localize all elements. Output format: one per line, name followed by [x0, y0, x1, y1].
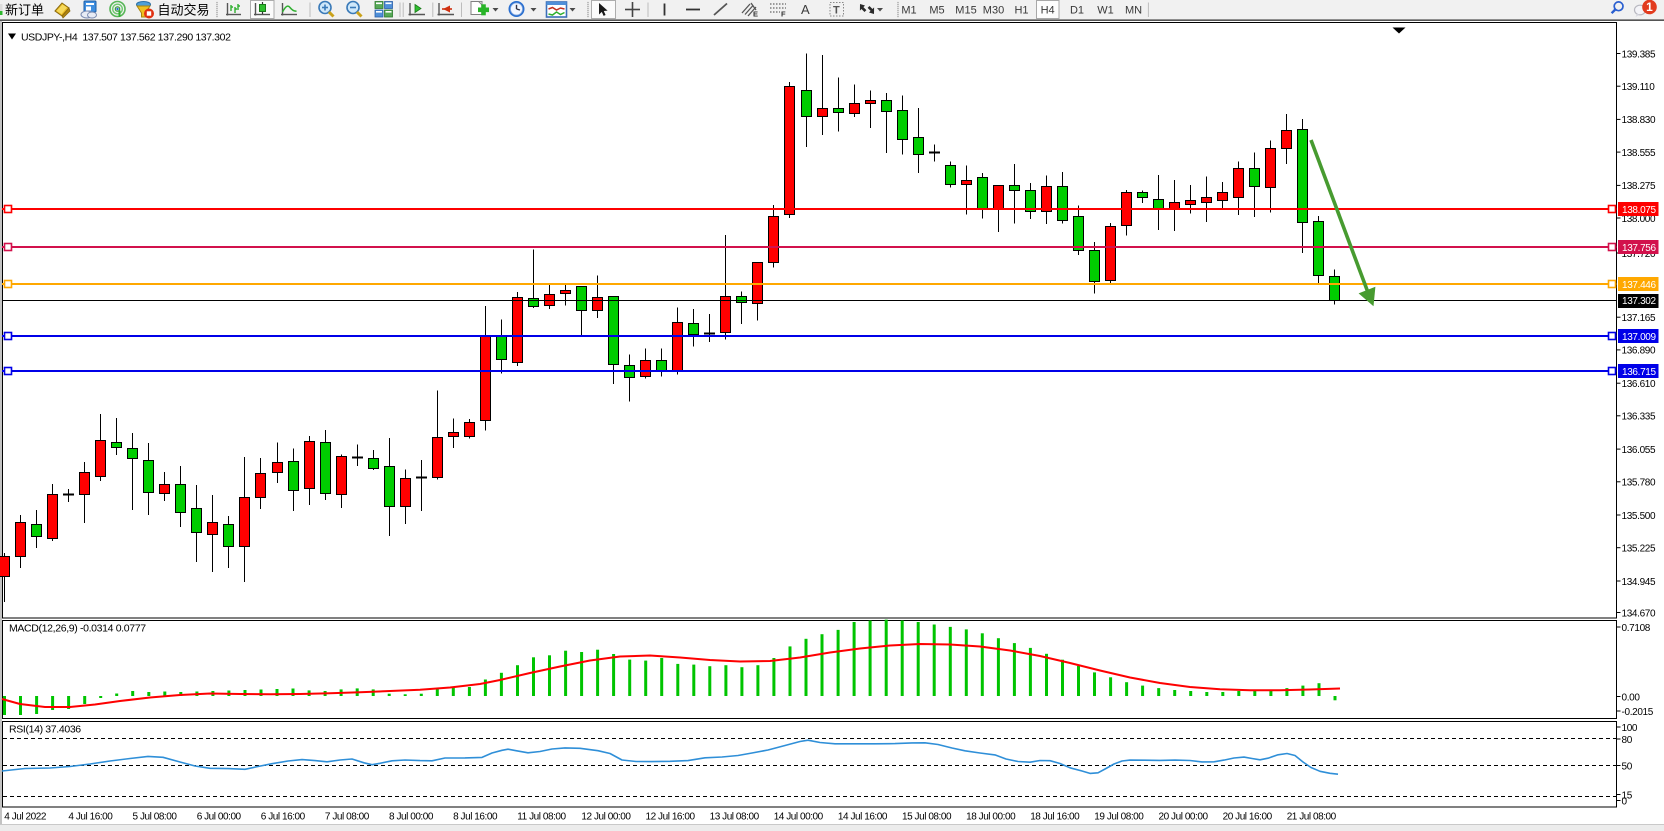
svg-text:137.009: 137.009	[1622, 332, 1656, 343]
svg-text:14 Jul 00:00: 14 Jul 00:00	[774, 812, 824, 823]
svg-text:D1: D1	[1070, 5, 1084, 17]
svg-text:134.670: 134.670	[1622, 608, 1656, 619]
svg-text:139.110: 139.110	[1622, 82, 1656, 93]
svg-text:138.000: 138.000	[1622, 214, 1656, 225]
svg-text:18 Jul 00:00: 18 Jul 00:00	[966, 812, 1016, 823]
svg-text:50: 50	[1622, 761, 1633, 772]
svg-text:135.225: 135.225	[1622, 544, 1656, 555]
svg-text:H1: H1	[1014, 5, 1028, 17]
svg-text:136.890: 136.890	[1622, 346, 1656, 357]
svg-text:20 Jul 16:00: 20 Jul 16:00	[1223, 812, 1273, 823]
svg-text:USDJPY-,H4 137.507 137.562 13: USDJPY-,H4 137.507 137.562 137.290 137.3…	[21, 32, 231, 44]
svg-text:6 Jul 16:00: 6 Jul 16:00	[261, 812, 306, 823]
svg-text:6 Jul 00:00: 6 Jul 00:00	[197, 812, 242, 823]
svg-text:135.500: 135.500	[1622, 511, 1656, 522]
svg-text:W1: W1	[1097, 5, 1114, 17]
svg-text:H4: H4	[1041, 5, 1055, 17]
svg-text:14 Jul 16:00: 14 Jul 16:00	[838, 812, 888, 823]
svg-text:M15: M15	[955, 5, 976, 17]
svg-text:MN: MN	[1125, 5, 1142, 17]
svg-text:13 Jul 08:00: 13 Jul 08:00	[710, 812, 760, 823]
svg-text:新订单: 新订单	[5, 3, 44, 18]
svg-text:0.00: 0.00	[1622, 692, 1641, 703]
svg-text:8 Jul 16:00: 8 Jul 16:00	[453, 812, 498, 823]
svg-text:100: 100	[1622, 723, 1638, 734]
svg-text:RSI(14) 37.4036: RSI(14) 37.4036	[9, 724, 81, 736]
svg-text:80: 80	[1622, 735, 1633, 746]
svg-text:138.830: 138.830	[1622, 115, 1656, 126]
svg-text:11 Jul 08:00: 11 Jul 08:00	[517, 812, 566, 823]
svg-text:138.555: 138.555	[1622, 148, 1656, 159]
svg-text:12 Jul 00:00: 12 Jul 00:00	[581, 812, 631, 823]
svg-text:136.335: 136.335	[1622, 412, 1656, 423]
svg-text:8 Jul 00:00: 8 Jul 00:00	[389, 812, 434, 823]
svg-text:135.780: 135.780	[1622, 478, 1656, 489]
svg-text:-0.2015: -0.2015	[1622, 707, 1654, 718]
svg-text:134.945: 134.945	[1622, 577, 1656, 588]
svg-text:136.055: 136.055	[1622, 445, 1656, 456]
svg-text:20 Jul 00:00: 20 Jul 00:00	[1159, 812, 1209, 823]
svg-text:0.7108: 0.7108	[1622, 623, 1651, 634]
svg-text:A: A	[801, 2, 810, 17]
svg-text:18 Jul 16:00: 18 Jul 16:00	[1030, 812, 1080, 823]
svg-text:136.610: 136.610	[1622, 379, 1656, 390]
svg-text:自动交易: 自动交易	[158, 3, 210, 18]
svg-text:M1: M1	[901, 5, 916, 17]
svg-text:137.756: 137.756	[1622, 243, 1656, 254]
svg-text:138.075: 138.075	[1622, 205, 1656, 216]
svg-text:15 Jul 08:00: 15 Jul 08:00	[902, 812, 952, 823]
svg-text:4 Jul 2022: 4 Jul 2022	[4, 812, 47, 823]
svg-text:F: F	[781, 10, 786, 19]
svg-text:7 Jul 08:00: 7 Jul 08:00	[325, 812, 370, 823]
svg-text:0: 0	[1622, 796, 1628, 807]
svg-text:137.165: 137.165	[1622, 313, 1656, 324]
svg-text:M5: M5	[929, 5, 944, 17]
svg-text:21 Jul 08:00: 21 Jul 08:00	[1287, 812, 1337, 823]
svg-text:136.715: 136.715	[1622, 367, 1656, 378]
svg-text:12 Jul 16:00: 12 Jul 16:00	[646, 812, 696, 823]
svg-text:1: 1	[1646, 0, 1653, 14]
svg-text:E: E	[753, 10, 758, 19]
svg-text:137.720: 137.720	[1622, 249, 1656, 260]
svg-text:MACD(12,26,9) -0.0314 0.0777: MACD(12,26,9) -0.0314 0.0777	[9, 623, 146, 635]
svg-text:137.446: 137.446	[1622, 280, 1656, 291]
svg-text:19 Jul 08:00: 19 Jul 08:00	[1094, 812, 1144, 823]
svg-text:139.385: 139.385	[1622, 49, 1656, 60]
svg-text:M30: M30	[983, 5, 1004, 17]
svg-text:138.275: 138.275	[1622, 181, 1656, 192]
svg-text:4 Jul 16:00: 4 Jul 16:00	[68, 812, 113, 823]
svg-text:15: 15	[1622, 790, 1633, 801]
svg-text:T: T	[833, 5, 840, 17]
svg-text:137.302: 137.302	[1622, 296, 1656, 307]
svg-text:5 Jul 08:00: 5 Jul 08:00	[133, 812, 178, 823]
